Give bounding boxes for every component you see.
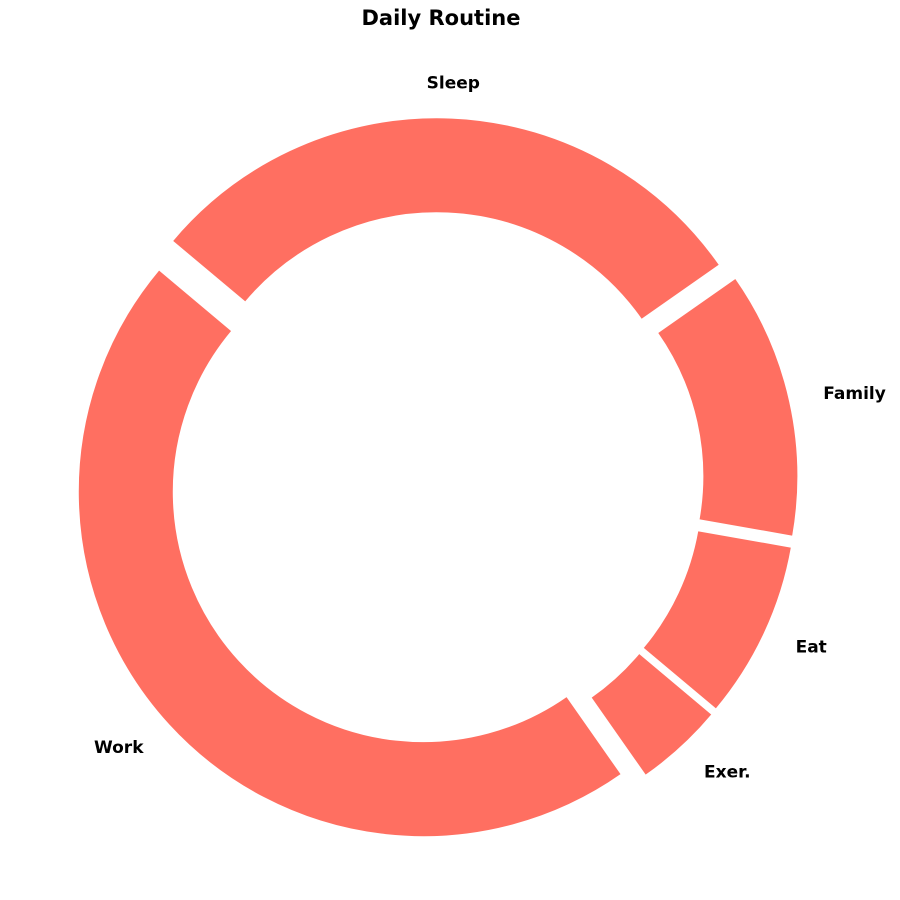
- slice-work: [77, 269, 622, 838]
- chart-title: Daily Routine: [361, 6, 521, 30]
- label-eat: Eat: [796, 638, 827, 658]
- donut-slices: [77, 117, 799, 838]
- slice-eat: [642, 530, 792, 710]
- slice-family: [656, 277, 799, 537]
- slice-exer: [590, 652, 713, 777]
- label-sleep: Sleep: [427, 74, 480, 94]
- label-exer: Exer.: [704, 763, 751, 783]
- slice-labels: Sleep Family Eat Exer. Work: [94, 74, 886, 783]
- label-family: Family: [823, 384, 886, 404]
- slice-sleep: [171, 117, 721, 321]
- label-work: Work: [94, 738, 144, 758]
